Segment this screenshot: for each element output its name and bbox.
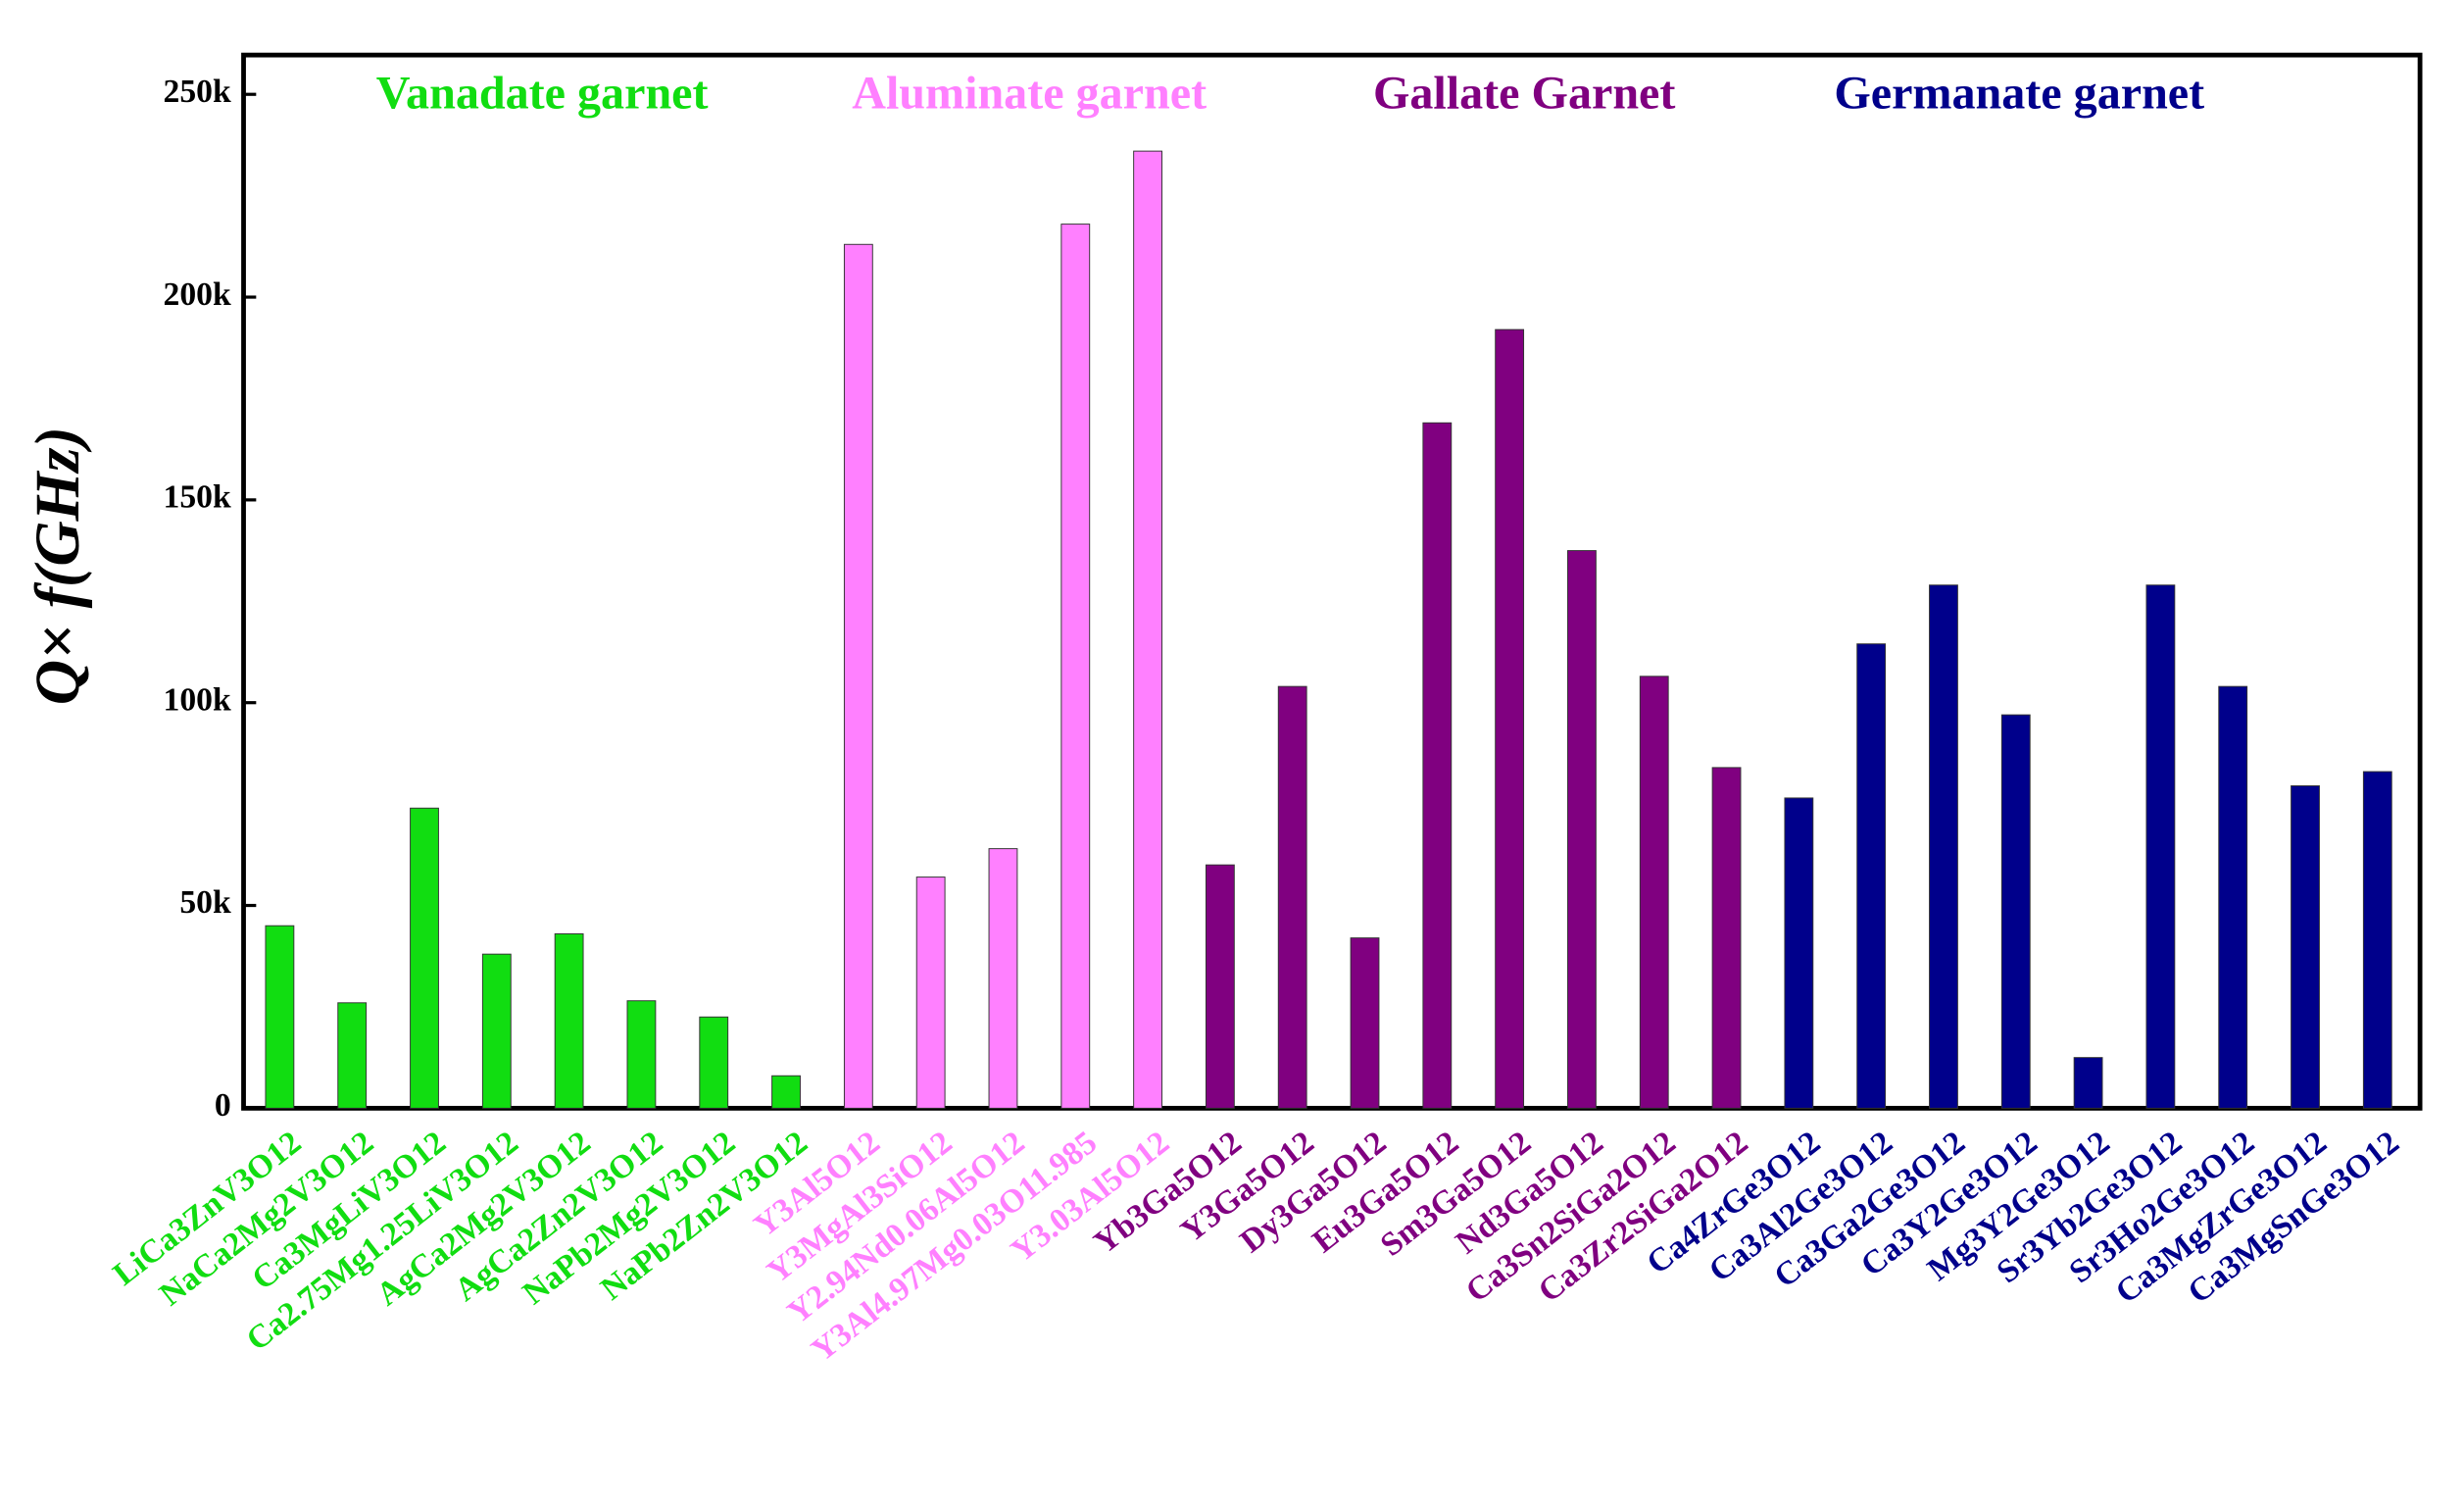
bar [554, 933, 584, 1109]
bar [1784, 797, 1814, 1109]
bar [843, 243, 873, 1109]
bar [771, 1075, 801, 1109]
bar [1495, 328, 1525, 1109]
bar [1350, 937, 1380, 1109]
bar [626, 1000, 657, 1109]
bar [1567, 550, 1597, 1109]
legend-label: Aluminate garnet [852, 67, 1207, 119]
y-axis-label: Q× f(GHz) [23, 426, 92, 705]
y-tick-label: 0 [215, 1087, 231, 1124]
bar [2000, 714, 2031, 1109]
legend-label: Vanadate garnet [376, 67, 709, 119]
bar [2291, 785, 2320, 1109]
plot-frame [241, 52, 2423, 1111]
bar [337, 1002, 368, 1109]
bar [699, 1016, 729, 1109]
bar [1856, 643, 1887, 1109]
bar [1060, 224, 1091, 1109]
bar [1277, 685, 1307, 1109]
bar [2218, 685, 2248, 1109]
bar [1422, 422, 1453, 1109]
y-tick-label: 100k [163, 681, 230, 718]
bar [1133, 150, 1162, 1109]
bar [1639, 676, 1669, 1109]
y-tick-label: 200k [163, 276, 230, 313]
bar [2362, 771, 2392, 1109]
y-tick-label: 250k [163, 74, 230, 110]
bar [481, 953, 512, 1109]
bar [915, 877, 946, 1109]
bar [1205, 864, 1235, 1109]
y-tick-label: 150k [163, 479, 230, 516]
bar [1929, 584, 1958, 1109]
bar [2145, 584, 2176, 1109]
bar [2073, 1057, 2103, 1109]
legend-label: Germanate garnet [1834, 67, 2204, 119]
y-tick-label: 50k [179, 884, 231, 921]
bar [265, 925, 295, 1109]
legend-label: Gallate Garnet [1373, 67, 1675, 119]
bar [988, 848, 1018, 1109]
bar [1711, 767, 1742, 1109]
bar [410, 807, 439, 1109]
